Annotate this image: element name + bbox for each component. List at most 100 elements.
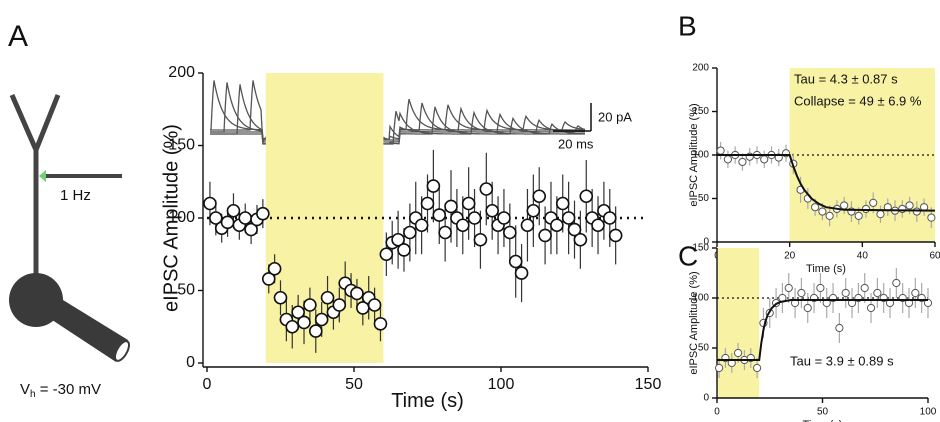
data-point — [238, 211, 253, 225]
y-tick-label: 200 — [168, 64, 195, 81]
data-point — [854, 211, 863, 220]
y-tick-label: 100 — [168, 209, 195, 226]
data-point — [912, 207, 921, 216]
data-point — [420, 196, 435, 211]
data-point — [267, 261, 282, 276]
data-point — [579, 189, 594, 204]
data-point — [497, 211, 511, 225]
soma — [9, 273, 63, 327]
y-axis-label: eIPSC Amplitude (%) — [688, 271, 700, 374]
data-point — [444, 199, 458, 214]
annotation: Collapse = 49 ± 6.9 % — [794, 93, 922, 108]
data-point — [866, 303, 876, 313]
data-point — [438, 225, 452, 240]
data-point — [291, 305, 305, 320]
data-point — [508, 254, 523, 269]
data-point — [426, 179, 441, 193]
data-point — [297, 315, 311, 330]
data-point — [203, 196, 217, 211]
fit-curve — [717, 154, 936, 212]
data-point — [898, 204, 907, 214]
data-point — [503, 225, 517, 240]
shaded-region — [717, 248, 760, 398]
data-point — [841, 288, 850, 298]
fit-curve — [717, 299, 928, 361]
data-point — [892, 278, 901, 288]
data-point — [538, 228, 552, 243]
data-point — [561, 211, 576, 225]
data-point — [861, 204, 871, 214]
data-point — [927, 213, 936, 222]
y-tick-label: 0 — [703, 393, 709, 404]
x-tick-label: 20 — [784, 251, 796, 262]
data-point — [816, 283, 825, 293]
holding-rest: = -30 mV — [36, 381, 101, 398]
x-tick-label: 150 — [635, 376, 662, 393]
data-point — [367, 298, 382, 312]
data-point — [520, 218, 535, 233]
data-point — [803, 303, 812, 313]
x-tick-label: 100 — [920, 407, 937, 418]
data-point — [873, 288, 882, 298]
annotation: Tau = 3.9 ± 0.89 s — [790, 353, 894, 368]
data-point — [350, 286, 364, 301]
y-tick-label: 0 — [703, 237, 709, 248]
data-point — [514, 266, 529, 280]
x-tick-label: 100 — [488, 376, 515, 393]
data-point — [860, 283, 869, 293]
neuron-diagram — [9, 94, 130, 362]
data-point — [602, 211, 617, 225]
pipette — [40, 292, 128, 362]
data-point — [397, 243, 411, 257]
data-point — [308, 324, 323, 338]
x-axis-label: Time (s) — [391, 390, 464, 412]
data-point — [716, 146, 725, 155]
x-tick-label: 50 — [345, 376, 363, 393]
panel-letter: A — [8, 20, 28, 53]
data-point — [811, 203, 820, 212]
x-tick-label: 50 — [817, 407, 829, 418]
y-tick-label: 0 — [186, 354, 195, 371]
data-point — [209, 211, 223, 225]
data-point — [332, 298, 347, 312]
data-point — [479, 182, 494, 196]
data-point — [320, 290, 335, 305]
x-tick-label: 0 — [203, 376, 212, 393]
x-tick-label: 40 — [857, 251, 869, 262]
data-point — [432, 208, 447, 222]
data-point — [573, 232, 588, 247]
y-axis-label: eIPSC Amplitude (%) — [160, 124, 182, 312]
data-point — [314, 312, 329, 327]
data-point — [461, 196, 476, 211]
data-point — [835, 323, 844, 333]
holding-sub: h — [30, 389, 36, 400]
data-point — [373, 317, 388, 331]
dendrite — [9, 94, 39, 151]
data-point — [220, 215, 235, 230]
data-point — [555, 196, 570, 211]
synapse — [39, 170, 46, 182]
data-point — [256, 206, 270, 221]
data-point — [608, 228, 623, 243]
data-point — [591, 218, 605, 233]
data-point — [226, 203, 241, 218]
y-tick-label: 200 — [692, 63, 709, 74]
pipette-tip — [114, 340, 130, 362]
data-point — [840, 201, 849, 210]
scale-label: 20 pA — [598, 109, 632, 124]
data-point — [752, 363, 762, 373]
data-point — [473, 232, 488, 247]
y-tick-label: 150 — [168, 137, 195, 154]
data-point — [455, 218, 470, 233]
data-point — [905, 201, 914, 210]
y-tick-label: 50 — [698, 343, 710, 354]
y-tick-label: 50 — [698, 193, 710, 204]
data-point — [303, 298, 317, 312]
data-point — [403, 225, 417, 240]
data-point — [818, 207, 827, 216]
y-tick-label: 150 — [692, 243, 709, 254]
holding-main: V — [20, 381, 30, 398]
data-point — [550, 218, 564, 233]
data-point — [869, 198, 878, 207]
